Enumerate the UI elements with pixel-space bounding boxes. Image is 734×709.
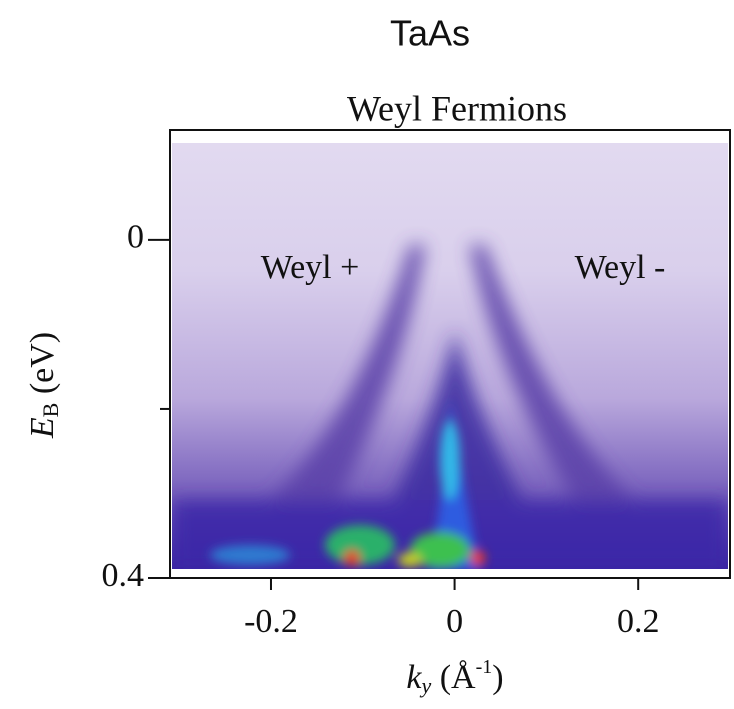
x-label-close: ) [492, 659, 503, 696]
x-label-unit: (Å [431, 659, 476, 696]
y-tick-label: 0.4 [102, 557, 145, 594]
x-tick-label: 0.2 [617, 603, 660, 640]
annotation: Weyl - [575, 249, 666, 286]
chart-title: Weyl Fermions [347, 88, 567, 128]
plot-frame [169, 129, 731, 579]
y-label-unit: (eV) [24, 332, 61, 403]
x-axis-label: ky (Å-1) [406, 656, 503, 698]
annotation: Weyl + [261, 249, 360, 286]
y-axis-label: EB (eV) [24, 332, 63, 439]
y-label-subscript: B [38, 403, 63, 418]
intensity-map [172, 143, 728, 569]
x-label-exponent: -1 [476, 656, 493, 678]
x-tick-label: 0 [446, 603, 463, 640]
y-label-symbol: E [24, 417, 61, 439]
x-tick-label: -0.2 [244, 603, 298, 640]
x-label-symbol: k [406, 659, 422, 696]
y-tick-label: 0 [127, 219, 144, 256]
x-label-subscript: y [419, 673, 431, 698]
figure-title: TaAs [390, 13, 470, 54]
